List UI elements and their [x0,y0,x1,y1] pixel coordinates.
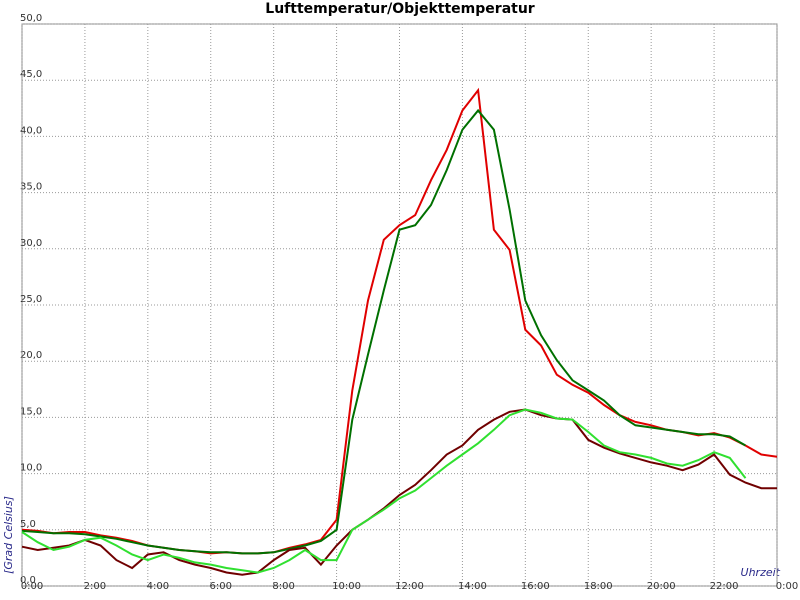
x-tick-label: 16:00 [521,581,550,592]
x-tick-label: 20:00 [647,581,676,592]
x-tick-label: 12:00 [395,581,424,592]
series-line [21,408,747,574]
x-tick-label: 8:00 [272,581,294,592]
y-axis-label: [Grad Celsius] [2,496,15,574]
series-line [21,108,746,555]
y-tick-label: 35,0 [20,182,42,193]
y-tick-label: 15,0 [20,406,42,417]
x-tick-label: 6:00 [210,581,232,592]
y-tick-label: 40,0 [20,125,42,136]
x-tick-label: 18:00 [584,581,613,592]
x-tick-label: 14:00 [458,581,487,592]
x-tick-label: 0:00 [776,581,798,592]
y-tick-label: 5,0 [20,519,36,530]
y-tick-label: 45,0 [20,69,42,80]
x-tick-label: 0:00 [21,581,43,592]
chart-title: Lufttemperatur/Objekttemperatur [265,1,535,17]
x-tick-label: 22:00 [710,581,739,592]
y-tick-label: 10,0 [20,463,42,474]
y-tick-label: 0,0 [20,575,36,586]
x-tick-label: 10:00 [332,581,361,592]
y-tick-label: 25,0 [20,294,42,305]
y-tick-label: 30,0 [20,238,42,249]
series-line [21,408,777,576]
x-tick-label: 2:00 [84,581,106,592]
x-axis-label: Uhrzeit [741,566,781,579]
x-tick-label: 4:00 [147,581,169,592]
y-tick-label: 50,0 [20,13,42,24]
y-tick-label: 20,0 [20,350,42,361]
